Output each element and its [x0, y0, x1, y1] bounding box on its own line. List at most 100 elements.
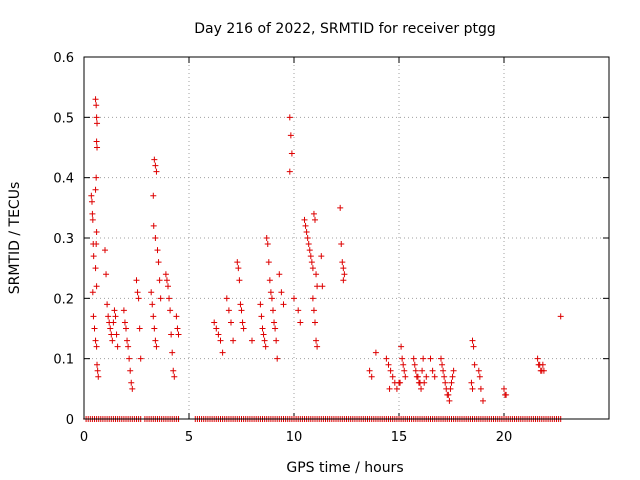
grid-layer [84, 57, 609, 419]
data-point [383, 355, 390, 362]
data-points [83, 96, 564, 422]
y-axis-label: SRMTID / TECUs [7, 182, 23, 295]
data-point [307, 253, 314, 260]
data-point [108, 331, 115, 338]
data-point [166, 295, 173, 302]
data-point [387, 367, 394, 374]
y-tick-label: 0.5 [53, 111, 74, 126]
data-point [105, 313, 112, 320]
data-point [272, 325, 279, 332]
data-point [447, 385, 454, 392]
data-point [93, 114, 100, 121]
data-point [168, 331, 175, 338]
data-point [534, 355, 541, 362]
data-point [286, 168, 293, 175]
data-point [312, 319, 318, 326]
data-point [301, 216, 308, 223]
data-point [171, 373, 178, 380]
data-point [266, 277, 273, 284]
data-point [107, 325, 114, 332]
data-point [410, 355, 417, 362]
data-point [156, 277, 163, 284]
data-point [270, 307, 276, 314]
data-point [239, 319, 246, 326]
data-point [420, 355, 427, 362]
x-tick-label: 20 [496, 430, 513, 445]
data-point [237, 301, 244, 308]
data-point [439, 361, 446, 368]
data-point [123, 325, 129, 332]
data-point [103, 271, 110, 278]
data-point [449, 373, 456, 380]
x-tick-label: 0 [80, 430, 88, 445]
data-point [429, 367, 436, 374]
data-point [314, 283, 321, 290]
data-point [557, 313, 564, 320]
data-point [152, 337, 159, 344]
data-point [319, 283, 326, 290]
data-point [306, 247, 313, 254]
data-point [540, 367, 547, 374]
data-point [397, 379, 404, 386]
data-point [169, 349, 176, 356]
y-tick-label: 0.1 [53, 353, 74, 368]
data-point [257, 301, 264, 308]
data-point [89, 210, 96, 217]
data-point [112, 313, 119, 320]
data-point [124, 337, 131, 344]
data-point [151, 156, 158, 163]
data-point [127, 367, 134, 374]
data-point [398, 343, 405, 350]
data-point [213, 325, 220, 332]
data-point [305, 241, 312, 248]
data-point [88, 192, 95, 199]
data-point [258, 313, 265, 320]
data-point [471, 361, 478, 368]
data-point [276, 271, 283, 278]
data-point [445, 391, 452, 398]
data-point [92, 96, 99, 103]
data-point [477, 385, 484, 392]
data-point [150, 222, 157, 229]
data-point [271, 319, 278, 326]
data-point [126, 355, 133, 362]
data-point [503, 391, 510, 398]
data-point [312, 216, 318, 223]
data-point [340, 265, 347, 272]
data-point [163, 277, 170, 284]
data-point [309, 295, 316, 302]
data-point [314, 343, 321, 350]
data-point [230, 337, 237, 344]
data-point [475, 367, 482, 374]
data-point [389, 373, 396, 380]
data-point [148, 289, 155, 296]
data-point [175, 331, 182, 338]
data-point [228, 319, 234, 326]
y-tick-label: 0.6 [53, 51, 74, 66]
data-point [223, 295, 230, 302]
data-point [174, 325, 181, 332]
data-point [225, 307, 232, 314]
data-point [318, 253, 325, 260]
data-point [287, 132, 294, 139]
data-point [310, 307, 317, 314]
data-point [94, 144, 101, 151]
data-point [93, 343, 100, 350]
data-point [93, 138, 100, 145]
data-point [372, 349, 379, 356]
data-point [154, 247, 161, 254]
data-point [93, 102, 100, 109]
data-point [120, 307, 127, 314]
data-point [134, 289, 141, 296]
data-point [111, 307, 118, 314]
data-point [249, 337, 255, 344]
data-point [173, 313, 180, 320]
data-point [263, 235, 270, 241]
data-point [402, 373, 409, 380]
x-tick-label: 15 [391, 430, 408, 445]
data-point [89, 289, 96, 296]
data-point [273, 337, 280, 344]
data-point [125, 343, 132, 350]
data-point [93, 241, 100, 248]
